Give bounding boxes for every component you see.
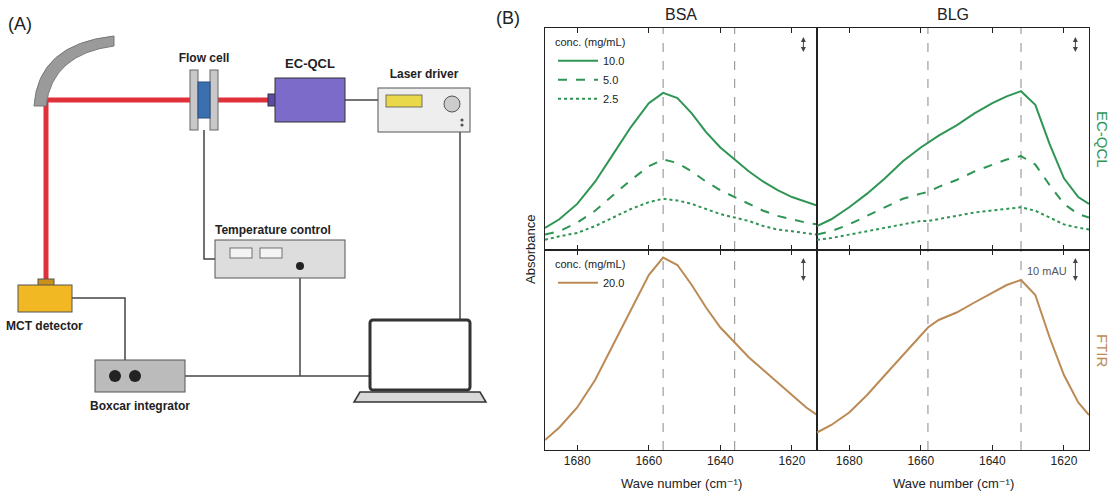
svg-text:EC-QCL: EC-QCL — [285, 56, 335, 71]
svg-text:Absorbance: Absorbance — [523, 215, 538, 284]
svg-text:10.0: 10.0 — [603, 55, 624, 67]
svg-text:1640: 1640 — [979, 454, 1006, 468]
svg-text:Wave number (cm⁻¹): Wave number (cm⁻¹) — [621, 476, 742, 491]
svg-text:1660: 1660 — [635, 454, 662, 468]
svg-text:5.0: 5.0 — [603, 74, 618, 86]
svg-text:1620: 1620 — [779, 454, 806, 468]
svg-text:(B): (B) — [496, 8, 520, 28]
svg-text:BSA: BSA — [665, 6, 697, 23]
svg-text:1680: 1680 — [836, 454, 863, 468]
svg-text:conc. (mg/mL): conc. (mg/mL) — [555, 36, 625, 48]
svg-text:2.5: 2.5 — [603, 93, 618, 105]
svg-text:BLG: BLG — [937, 6, 969, 23]
svg-text:(A): (A) — [8, 14, 32, 34]
svg-text:Flow cell: Flow cell — [179, 51, 230, 65]
svg-text:Temperature control: Temperature control — [215, 223, 331, 237]
svg-text:conc. (mg/mL): conc. (mg/mL) — [555, 258, 625, 270]
svg-text:Wave number (cm⁻¹): Wave number (cm⁻¹) — [893, 476, 1014, 491]
svg-text:Laser driver: Laser driver — [390, 67, 459, 81]
svg-text:1620: 1620 — [1051, 454, 1078, 468]
svg-text:1660: 1660 — [907, 454, 934, 468]
svg-text:10 mAU: 10 mAU — [1027, 265, 1067, 277]
svg-text:1640: 1640 — [707, 454, 734, 468]
svg-text:EC-QCL: EC-QCL — [1094, 111, 1111, 168]
svg-text:1680: 1680 — [564, 454, 591, 468]
svg-text:20.0: 20.0 — [603, 277, 624, 289]
svg-text:FTIR: FTIR — [1094, 334, 1111, 367]
svg-text:MCT detector: MCT detector — [6, 319, 83, 333]
svg-text:Boxcar integrator: Boxcar integrator — [90, 399, 190, 413]
